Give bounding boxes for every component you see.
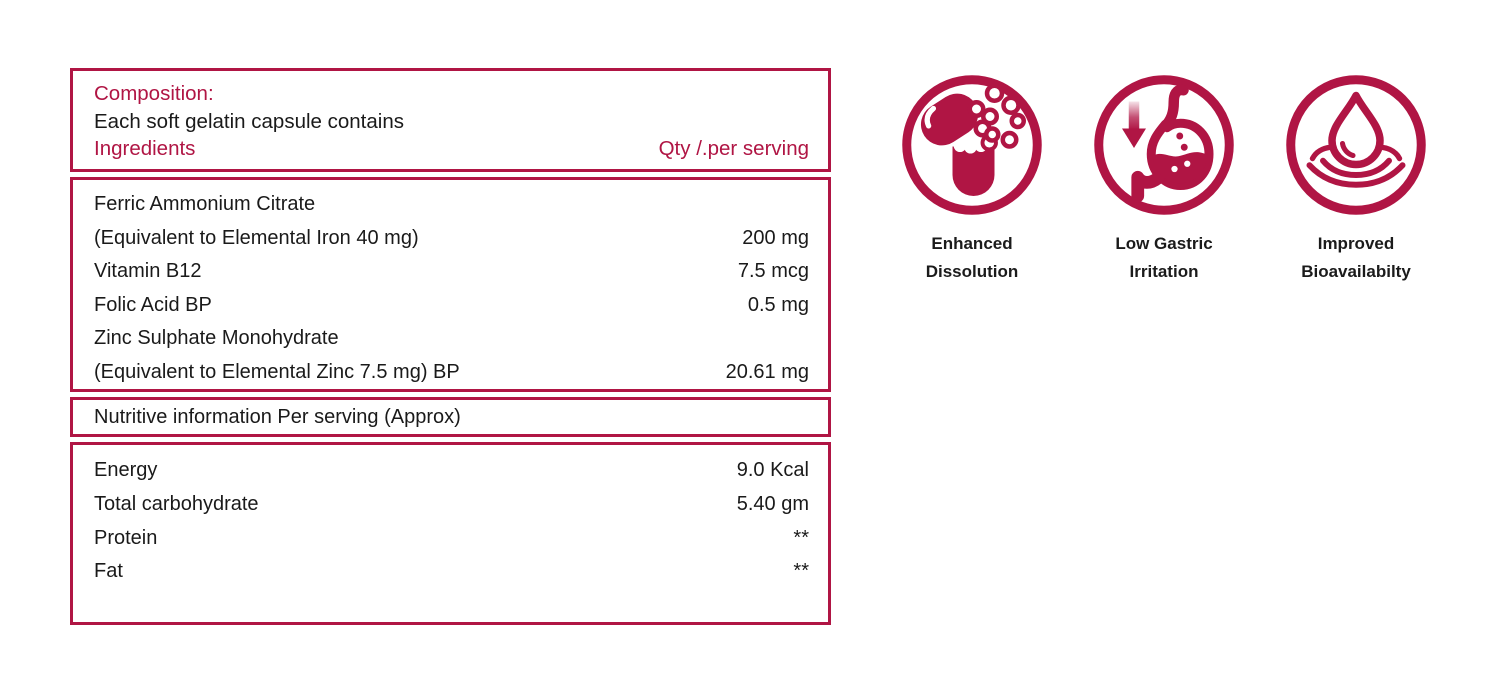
- benefit-caption-line1: Improved: [1317, 234, 1395, 253]
- composition-header-box: Composition: Each soft gelatin capsule c…: [70, 68, 831, 172]
- nutrition-qty: 5.40 gm: [736, 492, 809, 515]
- ingredient-row: Vitamin B12 7.5 mcg: [94, 255, 809, 289]
- nutritive-header: Nutritive information Per serving (Appro…: [94, 406, 461, 428]
- benefit-caption-line2: Bioavailabilty: [1301, 262, 1411, 281]
- ingredient-row: Ferric Ammonium Citrate: [94, 188, 809, 222]
- ingredient-name: (Equivalent to Elemental Zinc 7.5 mg) BP: [94, 360, 460, 383]
- qty-column-header: Qty /.per serving: [658, 137, 809, 160]
- ingredient-name: Vitamin B12: [94, 260, 202, 283]
- composition-title: Composition:: [94, 82, 214, 105]
- nutrition-qty: 9.0 Kcal: [736, 459, 809, 481]
- ingredient-qty: 200 mg: [742, 226, 809, 249]
- ingredient-name: Zinc Sulphate Monohydrate: [94, 327, 339, 350]
- nutrition-box: Energy 9.0 Kcal Total carbohydrate 5.40 …: [70, 442, 831, 625]
- ingredient-row: (Equivalent to Elemental Zinc 7.5 mg) BP…: [94, 356, 809, 389]
- nutrition-qty: **: [793, 560, 809, 583]
- nutritive-header-box: Nutritive information Per serving (Appro…: [70, 397, 831, 437]
- water-drop-ripple-icon: [1281, 70, 1431, 220]
- ingredient-name: (Equivalent to Elemental Iron 40 mg): [94, 226, 419, 249]
- ingredient-qty: 7.5 mcg: [737, 260, 809, 283]
- nutrition-name: Total carbohydrate: [94, 492, 259, 515]
- benefit-caption: Enhanced Dissolution: [926, 230, 1019, 286]
- benefit-icons: Enhanced Dissolution: [897, 70, 1431, 286]
- capsule-dissolution-icon: [897, 70, 1047, 220]
- benefit-enhanced-dissolution: Enhanced Dissolution: [897, 70, 1047, 286]
- nutrition-row: Fat **: [94, 555, 809, 589]
- ingredients-column-header: Ingredients: [94, 137, 196, 160]
- benefit-caption: Low Gastric Irritation: [1115, 230, 1212, 286]
- nutrition-qty: **: [793, 526, 809, 549]
- nutrition-row: Energy 9.0 Kcal: [94, 454, 809, 488]
- benefit-caption: Improved Bioavailabilty: [1301, 230, 1411, 286]
- composition-subtitle: Each soft gelatin capsule contains: [94, 109, 404, 133]
- benefit-caption-line2: Irritation: [1129, 262, 1199, 281]
- nutrition-row: Protein **: [94, 522, 809, 556]
- composition-table: Composition: Each soft gelatin capsule c…: [70, 68, 831, 630]
- ingredient-row: Zinc Sulphate Monohydrate: [94, 322, 809, 356]
- ingredient-name: Folic Acid BP: [94, 293, 212, 316]
- benefit-improved-bioavailability: Improved Bioavailabilty: [1281, 70, 1431, 286]
- ingredient-row: (Equivalent to Elemental Iron 40 mg) 200…: [94, 222, 809, 256]
- nutrition-name: Energy: [94, 459, 158, 481]
- nutrition-row: Total carbohydrate 5.40 gm: [94, 488, 809, 522]
- benefit-caption-line2: Dissolution: [925, 262, 1019, 281]
- column-headers: Ingredients Qty /.per serving: [94, 135, 809, 163]
- nutrition-name: Fat: [94, 560, 123, 583]
- benefit-low-gastric-irritation: Low Gastric Irritation: [1089, 70, 1239, 286]
- ingredient-qty: 20.61 mg: [725, 360, 809, 383]
- ingredient-qty: 0.5 mg: [747, 293, 809, 316]
- ingredients-box: Ferric Ammonium Citrate (Equivalent to E…: [70, 177, 831, 392]
- benefit-caption-line1: Low Gastric: [1115, 234, 1213, 253]
- ingredient-name: Ferric Ammonium Citrate: [94, 193, 316, 215]
- benefit-caption-line1: Enhanced: [931, 234, 1013, 253]
- nutrition-name: Protein: [94, 526, 158, 549]
- stomach-arrow-icon: [1089, 70, 1239, 220]
- ingredient-row: Folic Acid BP 0.5 mg: [94, 289, 809, 323]
